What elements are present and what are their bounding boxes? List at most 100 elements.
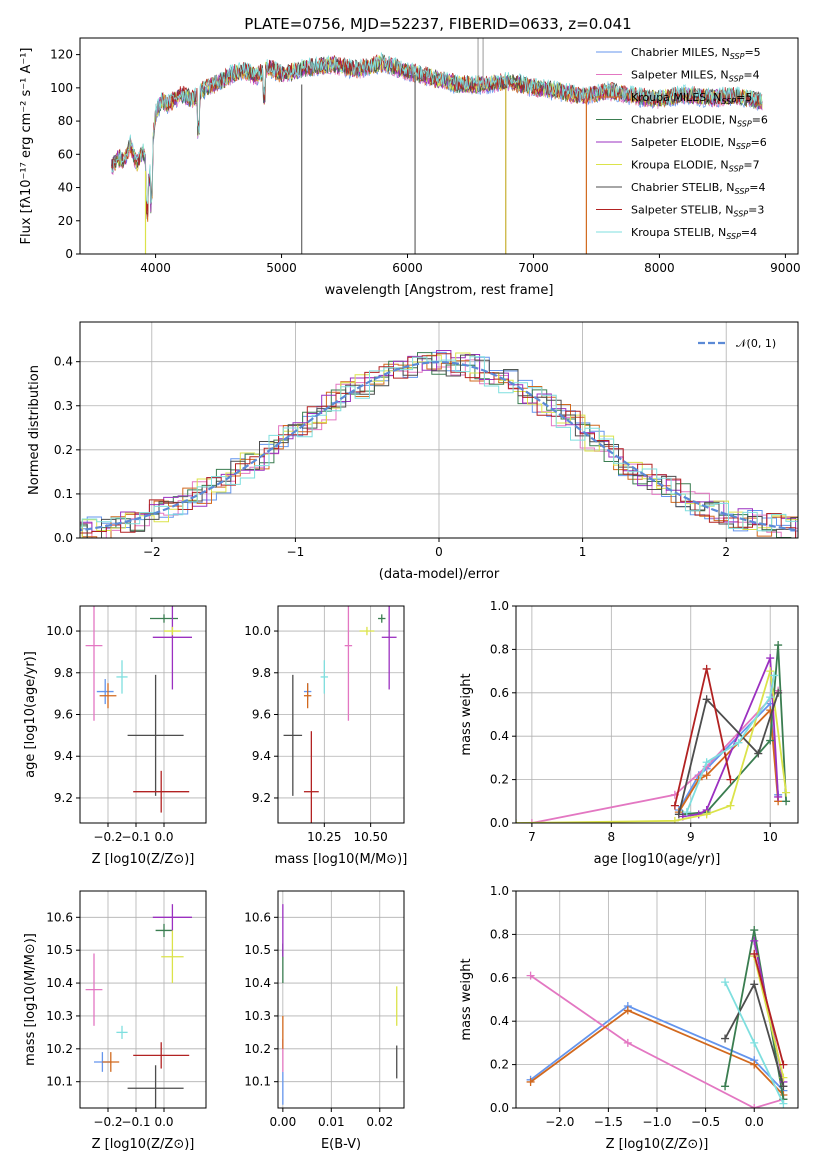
weight-marker <box>721 1082 730 1091</box>
weight-marker <box>527 819 536 823</box>
x-tick-label: 10 <box>763 830 778 844</box>
weight-marker <box>774 641 783 650</box>
panel-mass-vs-EBV: 0.00 0.01 0.02 10.1 10.2 10.3 10.4 10.5 10.6 E(B-… <box>244 890 405 1152</box>
panel-residuals: 𝒩(0, 1) −2 −1 0 1 2 0.0 0.1 0.2 0.3 0.4 (data-model… <box>27 321 799 582</box>
weight-marker <box>750 1104 759 1108</box>
y-tick-label: 0.0 <box>490 816 509 830</box>
x-tick-label: 10.50 <box>353 830 387 844</box>
x-tick-label: 9000 <box>770 261 801 275</box>
weight-marker <box>779 1099 788 1108</box>
weight-marker <box>754 749 763 758</box>
legend-label: Kroupa STELIB, NSSP=4 <box>631 226 757 241</box>
weight-marker <box>750 1038 759 1047</box>
weight-marker <box>779 1082 788 1091</box>
y-tick-label: 20 <box>58 214 73 228</box>
y-tick-label: 9.6 <box>54 708 73 722</box>
x-tick-label: −1 <box>287 545 305 559</box>
y-tick-label: 10.6 <box>244 910 271 924</box>
x-tick-label: 0.0 <box>154 830 173 844</box>
weight-marker <box>623 1006 632 1015</box>
x-tick-label: 1 <box>579 545 587 559</box>
weight-line <box>753 953 785 1065</box>
weight-marker <box>670 801 679 810</box>
y-tick-label: 0.2 <box>490 1058 509 1072</box>
weight-line <box>516 670 787 823</box>
legend-label: Salpeter STELIB, NSSP=3 <box>631 204 764 219</box>
y-tick-label: 10.4 <box>244 976 271 990</box>
x-axis-label: mass [log10(M/M⊙)] <box>275 852 408 867</box>
y-tick-label: 9.2 <box>252 791 271 805</box>
histogram-step <box>80 356 798 532</box>
y-tick-label: 10.1 <box>46 1075 73 1089</box>
weight-line <box>753 955 785 1078</box>
y-axis-label: mass [log10(M/M⊙)] <box>23 933 38 1066</box>
x-tick-label: −2.0 <box>545 1115 574 1129</box>
legend-label: Chabrier STELIB, NSSP=4 <box>631 181 765 196</box>
axes-frame <box>277 890 405 1109</box>
y-tick-label: 10.2 <box>244 1042 271 1056</box>
weight-marker <box>526 971 535 980</box>
x-axis-label: Z [log10(Z/Z⊙)] <box>606 1137 709 1152</box>
x-tick-label: 2 <box>722 545 730 559</box>
histogram-step <box>80 352 798 538</box>
legend-label: Kroupa ELODIE, NSSP=7 <box>631 159 760 174</box>
y-axis-label: Normed distribution <box>27 365 42 495</box>
y-tick-label: 0 <box>65 247 73 261</box>
plot-area <box>80 350 798 538</box>
x-tick-label: 5000 <box>266 261 297 275</box>
weight-marker <box>750 1060 759 1069</box>
weight-marker <box>734 738 743 747</box>
y-tick-label: 9.8 <box>252 666 271 680</box>
weight-marker <box>750 949 759 958</box>
y-axis-label: age [log10(age/yr)] <box>23 651 38 778</box>
y-tick-label: 0.6 <box>490 971 509 985</box>
weight-marker <box>750 926 759 935</box>
legend-label: Salpeter ELODIE, NSSP=6 <box>631 136 767 151</box>
y-tick-label: 10.3 <box>46 1009 73 1023</box>
weight-marker <box>694 810 703 819</box>
x-tick-label: 0.00 <box>269 1115 296 1129</box>
x-tick-label: 0.01 <box>318 1115 345 1129</box>
panel-mass-weight-vs-age: 7 8 9 10 0.0 0.2 0.4 0.6 0.8 1.0 age [log10(age/yr… <box>459 599 799 867</box>
weight-marker <box>774 792 783 801</box>
y-tick-label: 0.2 <box>54 443 73 457</box>
weight-marker <box>702 664 711 673</box>
x-axis-label: age [log10(age/yr)] <box>594 852 721 867</box>
weight-marker <box>782 797 791 806</box>
y-tick-label: 100 <box>50 81 73 95</box>
weight-line <box>530 974 784 1108</box>
legend-label: Chabrier MILES, NSSP=5 <box>631 46 761 61</box>
weight-line <box>530 1009 785 1096</box>
y-tick-label: 10.0 <box>46 624 73 638</box>
x-tick-label: 6000 <box>392 261 423 275</box>
plot-area <box>85 606 192 813</box>
x-tick-label: −0.2 <box>93 1115 122 1129</box>
panel-spectrum: Chabrier MILES, NSSP=5 Salpeter MILES, NS… <box>19 37 801 298</box>
y-axis-label: mass weight <box>459 673 474 755</box>
x-tick-label: 9 <box>687 830 695 844</box>
y-tick-label: 0.4 <box>54 355 73 369</box>
y-tick-label: 10.0 <box>244 624 271 638</box>
weight-line <box>531 689 779 823</box>
weight-marker <box>766 654 775 663</box>
figure-title: PLATE=0756, MJD=52237, FIBERID=0633, z=0… <box>244 15 631 33</box>
x-tick-label: −2 <box>143 545 161 559</box>
legend-label: Salpeter MILES, NSSP=4 <box>631 69 760 84</box>
x-axis-label: Z [log10(Z/Z⊙)] <box>92 852 195 867</box>
y-tick-label: 9.2 <box>54 791 73 805</box>
histogram-step <box>80 359 798 538</box>
x-tick-label: 8000 <box>644 261 675 275</box>
x-tick-label: 0 <box>435 545 443 559</box>
y-tick-label: 40 <box>58 181 73 195</box>
weight-marker <box>702 758 711 767</box>
y-tick-label: 10.5 <box>244 943 271 957</box>
x-tick-label: 7 <box>528 830 536 844</box>
panel-mass-weight-vs-Z: −2.0 −1.5 −1.0 −0.5 0.0 0.0 0.2 0.4 0.6 0.8 1.0 Z [… <box>459 884 799 1152</box>
axes-frame <box>79 37 799 255</box>
weight-marker <box>766 736 775 745</box>
weight-marker <box>750 936 759 945</box>
x-tick-label: 4000 <box>140 261 171 275</box>
histogram-step <box>80 360 798 538</box>
weight-marker <box>721 1034 730 1043</box>
